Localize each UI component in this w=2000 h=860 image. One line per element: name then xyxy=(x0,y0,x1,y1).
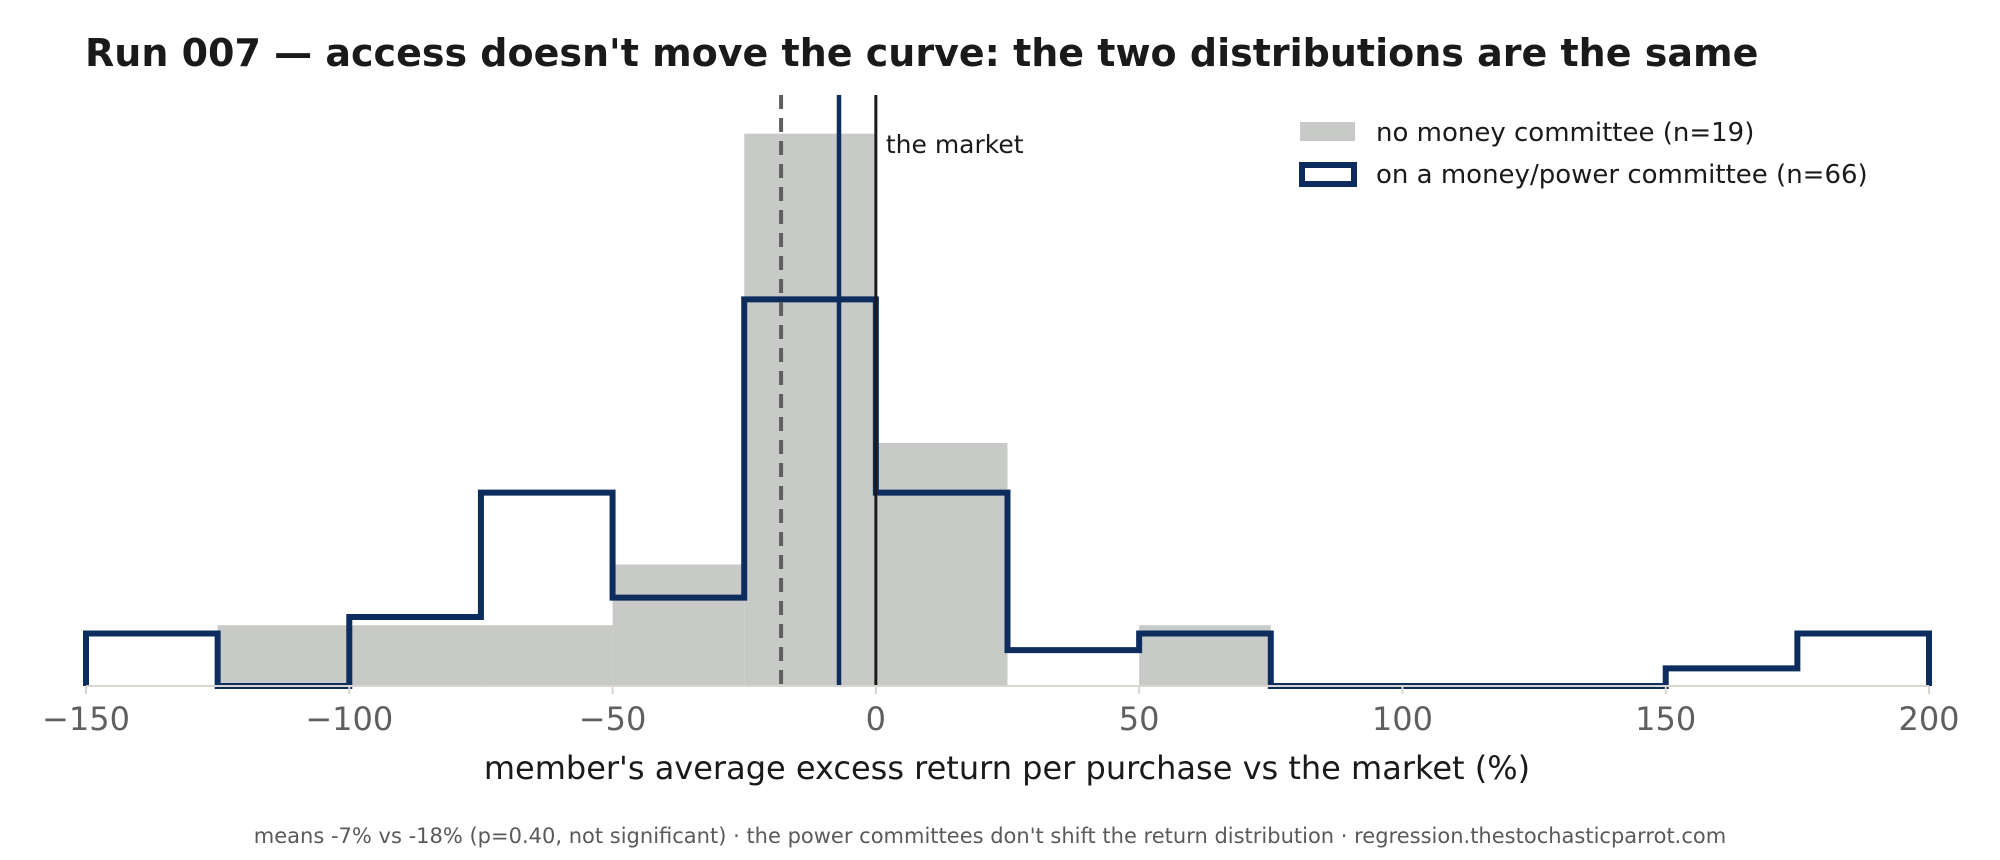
x-axis-label: member's average excess return per purch… xyxy=(484,749,1530,787)
legend-label-no-committee: no money committee (n=19) xyxy=(1376,118,1754,148)
legend: no money committee (n=19) on a money/powe… xyxy=(1299,118,1868,190)
x-axis: −150 −100 −50 0 50 100 150 200 xyxy=(42,685,1960,738)
market-label: the market xyxy=(886,130,1024,159)
reference-lines: the market xyxy=(779,95,1024,686)
histogram-bar xyxy=(349,625,481,686)
legend-swatch-no-committee xyxy=(1300,122,1355,141)
x-tick-label: 200 xyxy=(1898,700,1959,738)
legend-swatch-committee xyxy=(1299,162,1357,187)
histogram-bar xyxy=(612,564,745,686)
legend-label-committee: on a money/power committee (n=66) xyxy=(1376,160,1868,190)
committee-step-outline xyxy=(83,296,1932,689)
chart-title: Run 007 — access doesn't move the curve:… xyxy=(85,31,1758,75)
x-tick-label: 0 xyxy=(866,700,886,738)
step-outline-path xyxy=(83,296,1932,689)
x-tick-label: −100 xyxy=(305,700,393,738)
x-tick-label: 100 xyxy=(1372,700,1433,738)
x-tick-label: −50 xyxy=(579,700,647,738)
histogram-bar xyxy=(217,625,350,686)
no-committee-bars xyxy=(217,133,1271,686)
x-tick-label: 150 xyxy=(1635,700,1696,738)
histogram-bar xyxy=(875,442,1008,686)
x-tick-label: −150 xyxy=(42,700,130,738)
histogram-bar xyxy=(744,133,876,686)
x-tick-label: 50 xyxy=(1119,700,1160,738)
footer-note: means -7% vs -18% (p=0.40, not significa… xyxy=(254,824,1726,848)
histogram-bar xyxy=(480,625,613,686)
